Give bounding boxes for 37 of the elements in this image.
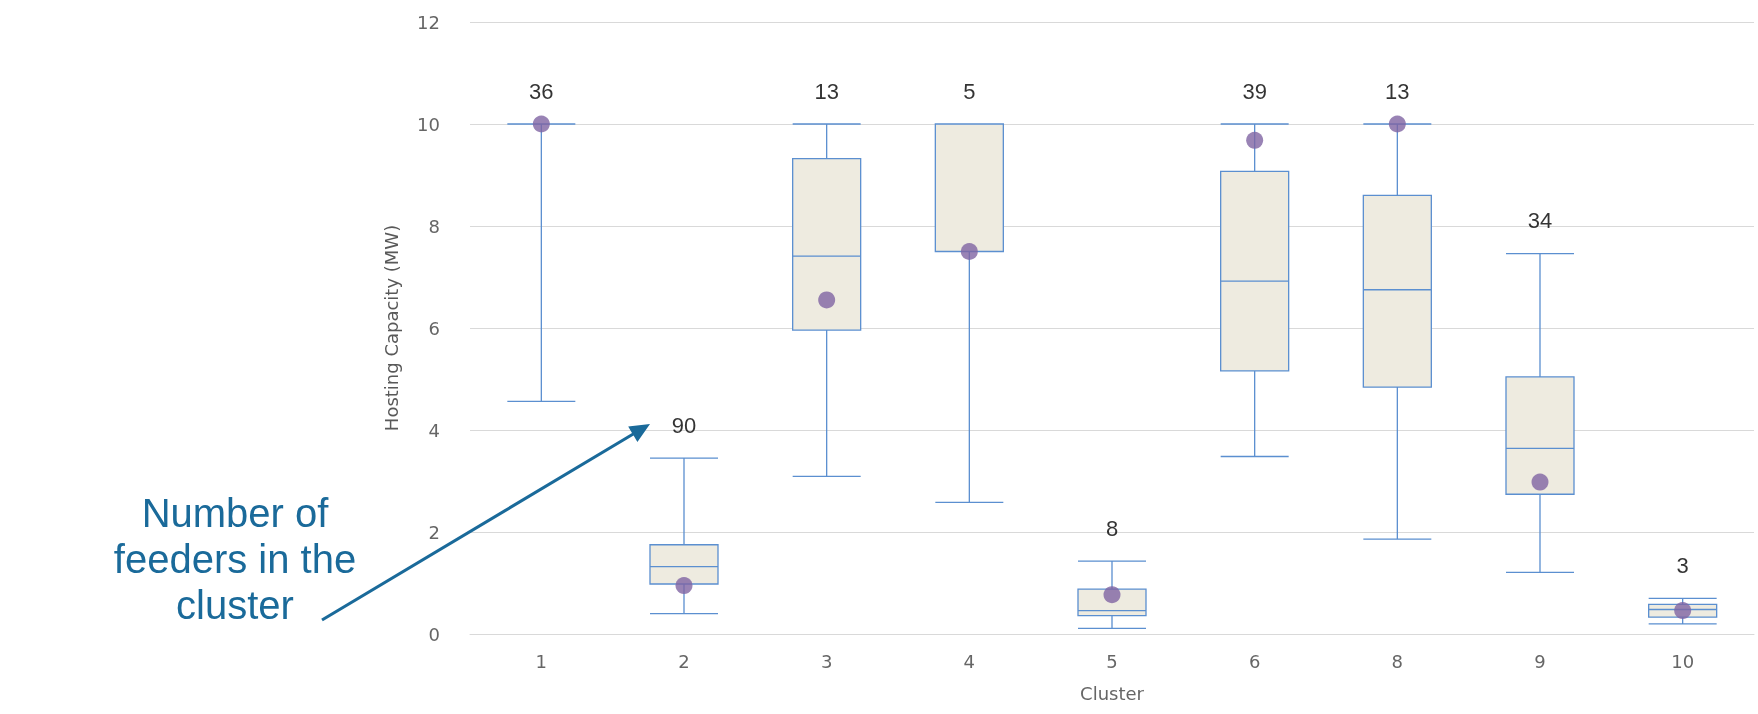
x-tick-label: 8 bbox=[1391, 650, 1404, 672]
point bbox=[1674, 602, 1692, 620]
x-tick-label: 2 bbox=[678, 650, 690, 672]
point bbox=[1103, 586, 1121, 604]
point bbox=[1388, 115, 1406, 133]
point bbox=[818, 291, 836, 309]
y-tick-label: 12 bbox=[417, 11, 440, 33]
text: 8 bbox=[1105, 515, 1119, 541]
text: 5 bbox=[963, 78, 976, 104]
x-tick-label: 5 bbox=[1106, 650, 1118, 672]
y-tick-label: 4 bbox=[428, 419, 440, 441]
y-tick-label: 0 bbox=[428, 623, 440, 645]
text: Number of feeders in the cluster bbox=[112, 490, 358, 628]
x-tick-label: 9 bbox=[1534, 650, 1546, 672]
x-tick-label: 6 bbox=[1248, 650, 1261, 672]
text: 3 bbox=[1676, 552, 1689, 578]
text: 34 bbox=[1527, 208, 1553, 234]
y-tick-label: 8 bbox=[428, 215, 440, 237]
text: 13 bbox=[1385, 78, 1410, 104]
x-axis-title: Cluster bbox=[1080, 682, 1145, 704]
y-tick-label: 2 bbox=[428, 521, 440, 543]
text: 13 bbox=[814, 78, 839, 104]
point bbox=[675, 577, 693, 595]
x-tick-label: 3 bbox=[820, 650, 833, 672]
point bbox=[1531, 473, 1549, 491]
point bbox=[1246, 131, 1264, 149]
y-tick-label: 6 bbox=[428, 317, 440, 339]
text: 36 bbox=[529, 78, 554, 104]
text: 90 bbox=[671, 412, 697, 438]
x-tick-label: 4 bbox=[963, 650, 976, 672]
point bbox=[532, 115, 550, 133]
point bbox=[960, 243, 978, 260]
y-axis-title: Hosting Capacity (MW) bbox=[380, 224, 402, 432]
text: 39 bbox=[1242, 78, 1267, 104]
y-tick-label: 10 bbox=[417, 113, 440, 135]
x-tick-label: 10 bbox=[1671, 650, 1695, 672]
x-tick-label: 1 bbox=[535, 650, 548, 672]
